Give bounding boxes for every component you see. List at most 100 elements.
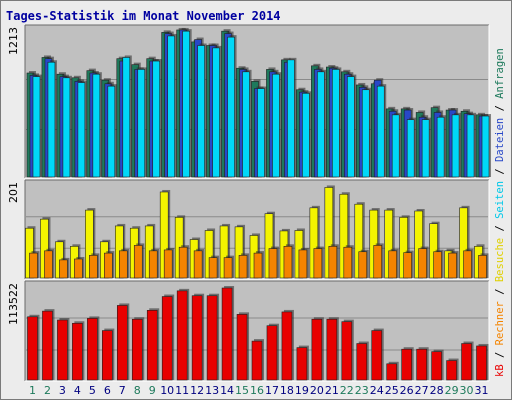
bar-visits-rechner-day-7 [118,250,128,279]
bar-kb-kb-day-12 [191,295,203,381]
x-tick-label-day-30: 30 [460,384,474,397]
legend-separator-5: / [494,99,506,118]
legend-separator-3: / [494,219,506,238]
bar-hits-seiten-day-26 [406,119,415,178]
x-tick-label-day-16: 16 [250,384,264,397]
bar-visits-rechner-day-1 [29,252,38,279]
bar-visits-rechner-day-3 [59,259,68,279]
bar-visits-rechner-day-15 [238,255,248,279]
bar-visits-rechner-day-18 [283,246,293,279]
panel-hits: 1213 [7,24,492,179]
bar-visits-rechner-day-13 [208,257,218,279]
x-tick-label-day-29: 29 [445,384,459,397]
bar-hits-seiten-day-5 [92,73,101,178]
bar-hits-seiten-day-1 [32,76,41,178]
bar-kb-kb-day-16 [251,340,263,381]
bar-visits-rechner-day-2 [44,250,53,279]
panel-kb-scale-label: 113522 [7,283,20,325]
legend-label-dateien: Dateien [494,118,506,162]
x-tick-label-day-31: 31 [475,384,489,397]
bar-visits-rechner-day-28 [433,251,442,279]
right-series-legend: kB / Rechner / Besuche / Seiten / Dateie… [494,48,506,377]
bar-kb-kb-day-7 [116,305,128,381]
bar-kb-kb-day-19 [296,347,308,381]
bar-hits-seiten-day-11 [182,30,190,178]
bar-kb-kb-day-26 [401,348,412,381]
bar-kb-kb-day-14 [221,287,233,381]
bar-kb-kb-day-28 [431,351,442,381]
x-tick-label-day-15: 15 [235,384,249,397]
bar-kb-kb-day-17 [266,325,278,381]
bar-visits-rechner-day-23 [358,251,368,279]
bar-kb-kb-day-21 [326,318,338,381]
bar-hits-seiten-day-21 [332,69,340,178]
bar-visits-rechner-day-11 [178,246,188,279]
x-tick-label-day-9: 9 [149,384,156,397]
bar-visits-rechner-day-17 [268,248,278,279]
bar-hits-seiten-day-10 [167,35,175,178]
bar-kb-kb-day-8 [131,318,143,381]
legend-label-besuche: Besuche [494,238,506,282]
bar-visits-rechner-day-29 [448,252,457,279]
bar-visits-rechner-day-20 [313,248,323,279]
x-tick-label-day-17: 17 [265,384,279,397]
bar-visits-rechner-day-8 [133,245,143,279]
x-tick-label-day-26: 26 [400,384,414,397]
bar-visits-rechner-day-12 [193,250,203,279]
bar-hits-seiten-day-9 [152,60,161,178]
bar-visits-rechner-day-19 [298,249,308,279]
bar-visits-rechner-day-4 [74,258,83,279]
bar-hits-seiten-day-29 [451,114,460,178]
bar-kb-kb-day-20 [311,318,323,381]
bar-kb-kb-day-23 [356,343,368,381]
x-tick-label-day-3: 3 [59,384,66,397]
bar-visits-rechner-day-24 [373,245,383,279]
bar-visits-rechner-day-31 [478,255,487,279]
x-tick-label-day-18: 18 [280,384,294,397]
bar-hits-seiten-day-12 [197,45,205,178]
bar-hits-seiten-day-4 [77,82,86,178]
bar-hits-seiten-day-16 [257,88,265,178]
legend-label-kb: kB [494,364,506,377]
chart-title: Tages-Statistik im Monat November 2014 [6,9,281,23]
bar-kb-kb-day-22 [341,321,353,381]
bar-kb-kb-day-18 [281,311,293,381]
x-tick-label-day-12: 12 [190,384,204,397]
legend-label-anfragen: Anfragen [494,48,506,99]
x-tick-label-day-6: 6 [104,384,111,397]
x-tick-label-day-25: 25 [385,384,399,397]
bar-visits-rechner-day-9 [148,250,158,279]
bar-hits-seiten-day-7 [122,57,131,178]
bar-visits-rechner-day-16 [253,252,263,279]
bar-kb-kb-day-3 [57,319,68,381]
legend-separator-2: / [494,282,506,301]
bar-hits-seiten-day-15 [242,71,250,178]
x-tick-label-day-19: 19 [295,384,309,397]
panel-hits-scale-label: 1213 [7,27,20,55]
bar-kb-kb-day-1 [27,316,38,381]
bar-hits-seiten-day-18 [287,59,295,178]
bar-kb-kb-day-15 [236,314,248,381]
x-tick-label-day-8: 8 [134,384,141,397]
x-tick-label-day-5: 5 [89,384,96,397]
bar-hits-seiten-day-8 [137,69,146,178]
panel-kb: 113522 [7,280,490,382]
x-tick-label-day-28: 28 [430,384,444,397]
bar-kb-kb-day-10 [161,296,173,381]
bar-hits-seiten-day-22 [347,76,355,178]
bar-kb-kb-day-27 [416,348,427,381]
x-tick-label-day-21: 21 [325,384,339,397]
legend-separator-4: / [494,162,506,181]
bar-hits-seiten-day-19 [302,93,310,178]
bar-hits-seiten-day-2 [47,61,56,178]
x-tick-label-day-20: 20 [310,384,324,397]
x-tick-label-day-14: 14 [220,384,234,397]
x-tick-label-day-23: 23 [355,384,369,397]
x-tick-label-day-10: 10 [160,384,174,397]
x-tick-label-day-2: 2 [44,384,51,397]
bar-visits-rechner-day-21 [328,246,338,279]
bar-visits-rechner-day-6 [104,252,113,279]
bar-hits-seiten-day-28 [436,116,445,178]
bar-kb-kb-day-6 [102,330,113,381]
bar-hits-seiten-day-27 [421,119,430,178]
